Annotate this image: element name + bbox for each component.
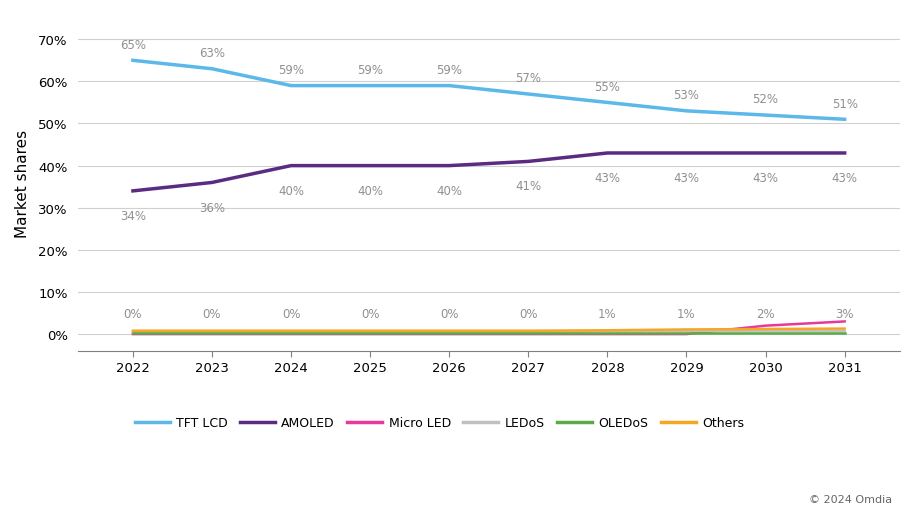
Text: 51%: 51% xyxy=(832,97,857,110)
Text: 43%: 43% xyxy=(673,172,699,185)
Text: 59%: 59% xyxy=(357,64,383,77)
Text: 63%: 63% xyxy=(199,47,225,60)
Text: 57%: 57% xyxy=(515,72,542,85)
Text: 40%: 40% xyxy=(357,184,383,197)
Text: 1%: 1% xyxy=(677,307,695,321)
Text: 0%: 0% xyxy=(124,307,142,321)
Text: 43%: 43% xyxy=(832,172,857,185)
Y-axis label: Market shares: Market shares xyxy=(15,129,30,237)
Text: 34%: 34% xyxy=(120,210,145,222)
Text: 59%: 59% xyxy=(436,64,462,77)
Text: 0%: 0% xyxy=(440,307,458,321)
Text: © 2024 Omdia: © 2024 Omdia xyxy=(809,494,892,504)
Text: 43%: 43% xyxy=(752,172,779,185)
Text: 59%: 59% xyxy=(278,64,304,77)
Text: 43%: 43% xyxy=(595,172,620,185)
Text: 0%: 0% xyxy=(361,307,380,321)
Text: 55%: 55% xyxy=(595,80,620,94)
Legend: TFT LCD, AMOLED, Micro LED, LEDoS, OLEDoS, Others: TFT LCD, AMOLED, Micro LED, LEDoS, OLEDo… xyxy=(130,411,749,434)
Text: 52%: 52% xyxy=(752,93,779,106)
Text: 36%: 36% xyxy=(199,201,225,214)
Text: 1%: 1% xyxy=(598,307,617,321)
Text: 0%: 0% xyxy=(203,307,221,321)
Text: 3%: 3% xyxy=(835,307,854,321)
Text: 40%: 40% xyxy=(278,184,304,197)
Text: 0%: 0% xyxy=(282,307,300,321)
Text: 2%: 2% xyxy=(757,307,775,321)
Text: 65%: 65% xyxy=(120,39,145,51)
Text: 41%: 41% xyxy=(515,180,542,193)
Text: 40%: 40% xyxy=(436,184,462,197)
Text: 53%: 53% xyxy=(673,89,699,102)
Text: 0%: 0% xyxy=(519,307,538,321)
